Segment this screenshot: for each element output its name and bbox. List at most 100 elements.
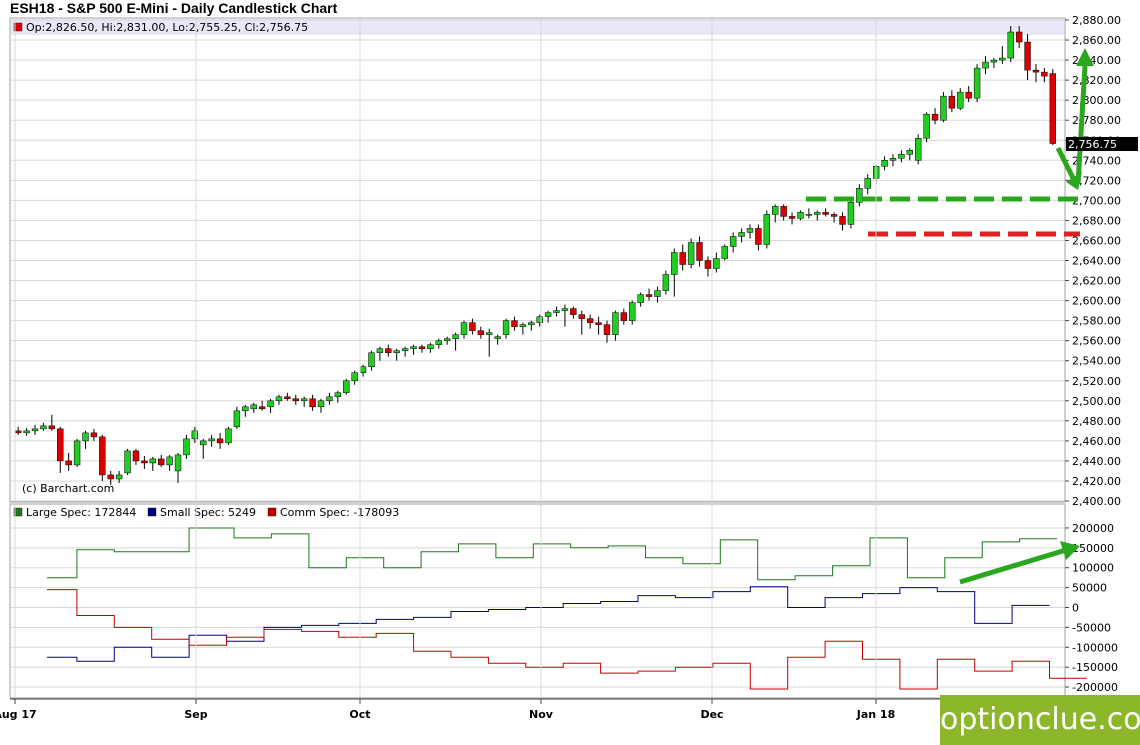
candle (772, 204, 779, 223)
candle-body (915, 137, 922, 161)
candle (687, 238, 695, 269)
candle-body (603, 324, 611, 335)
candle-body (679, 252, 686, 265)
candle-body (368, 352, 375, 367)
candle-body (1007, 31, 1014, 59)
candle (679, 244, 686, 271)
candle (1032, 64, 1040, 83)
candle-body (738, 232, 745, 237)
price-tick-label: 2,740.00 (1072, 154, 1121, 167)
candle (292, 394, 299, 405)
price-tick-label: 2,420.00 (1072, 475, 1121, 488)
candle-body (292, 398, 299, 402)
candle-body (250, 404, 257, 410)
candle (595, 316, 602, 335)
candle-body (166, 456, 173, 466)
candle-body (805, 214, 813, 216)
candle-body (536, 316, 543, 323)
candle-body (149, 458, 156, 464)
candle-body (511, 320, 518, 327)
price-tick-label: 2,480.00 (1072, 415, 1121, 428)
candle-body (586, 318, 594, 323)
candle-body (570, 308, 577, 315)
candle-body (300, 398, 308, 402)
candle (957, 88, 964, 111)
price-tick-label: 2,820.00 (1072, 74, 1121, 87)
candle-body (73, 440, 81, 466)
candle-body (23, 430, 30, 434)
candle (906, 148, 913, 161)
candle-body (906, 150, 913, 155)
candle-body (90, 432, 98, 438)
candle (805, 208, 813, 219)
candle (368, 350, 375, 371)
candle (393, 348, 400, 361)
candle (90, 428, 98, 441)
candle (704, 256, 712, 277)
candle (519, 322, 527, 335)
candle (561, 304, 569, 327)
candle (57, 426, 64, 473)
price-tick-label: 2,540.00 (1072, 355, 1121, 368)
candle-body (830, 214, 838, 217)
candle (578, 310, 585, 335)
candle-body (275, 396, 283, 402)
candle (443, 336, 451, 345)
candle-body (595, 322, 602, 325)
candle (502, 318, 510, 339)
candle-body (696, 242, 703, 261)
candle (242, 404, 249, 417)
candle (216, 432, 224, 449)
candle-body (822, 212, 829, 215)
candle-body (1049, 73, 1056, 144)
candle (654, 286, 661, 303)
candle (721, 244, 728, 261)
candle-body (982, 61, 989, 69)
candle-body (763, 214, 771, 245)
price-tick-label: 2,400.00 (1072, 495, 1121, 508)
chart-title: ESH18 - S&P 500 E-Mini - Daily Candlesti… (10, 0, 338, 16)
price-tick-label: 2,680.00 (1072, 214, 1121, 227)
candle-body (208, 438, 215, 442)
cot-series-line (47, 586, 1050, 662)
last-price-tag: 2,756.75 (1066, 137, 1138, 151)
candle (931, 108, 939, 125)
candle-body (704, 260, 712, 269)
candle (629, 300, 636, 325)
candle-body (107, 474, 114, 480)
candle-body (435, 340, 442, 345)
candle (486, 328, 493, 357)
candle (553, 306, 560, 317)
candle (780, 204, 787, 221)
candle (200, 438, 207, 459)
price-tick-label: 2,600.00 (1072, 295, 1121, 308)
candle (31, 424, 39, 435)
price-tick-label: 2,880.00 (1072, 14, 1121, 27)
comm-spec-swatch (267, 507, 277, 517)
cot-panel-frame (9, 503, 1066, 699)
price-panel-header (11, 19, 1064, 35)
candle (637, 292, 644, 307)
candle (1015, 26, 1023, 49)
candle-body (957, 91, 964, 109)
large-spec-swatch (13, 507, 23, 517)
candle (418, 344, 426, 353)
cot-arrow-annotation (959, 541, 1080, 585)
candle-body (494, 336, 501, 339)
candle-body (746, 228, 754, 233)
candle (494, 334, 501, 345)
last-price-label: 2,756.75 (1068, 138, 1117, 151)
candle (544, 310, 552, 323)
candle (999, 46, 1006, 65)
ohlc-legend-swatch (13, 22, 23, 32)
candle-body (82, 432, 89, 442)
candle-body (788, 216, 796, 219)
candle (671, 248, 678, 297)
candle-body (418, 346, 426, 349)
candle (191, 426, 199, 443)
candle (889, 154, 897, 167)
candle (225, 426, 232, 445)
candle-body (847, 202, 855, 225)
candle (23, 427, 30, 436)
candle-body (1041, 71, 1048, 77)
